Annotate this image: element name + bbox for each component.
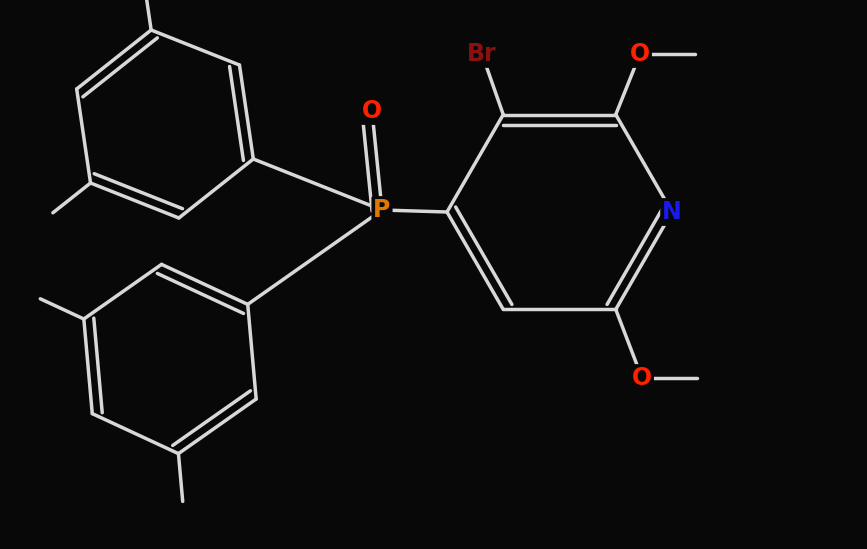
Text: Br: Br: [467, 42, 497, 66]
Text: O: O: [362, 99, 382, 123]
Text: O: O: [632, 366, 652, 390]
Text: P: P: [374, 198, 391, 222]
Text: N: N: [662, 200, 681, 224]
Text: O: O: [630, 42, 650, 66]
